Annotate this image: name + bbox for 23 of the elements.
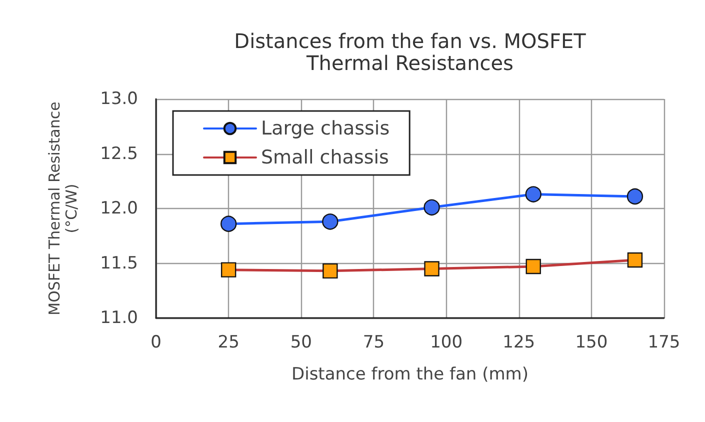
- point: [626, 188, 644, 205]
- x-tick-label: 50: [290, 332, 312, 352]
- y-tick-label: 12.5: [100, 144, 138, 164]
- x-tick-label: 100: [430, 332, 463, 352]
- x-tick-label: 175: [648, 332, 680, 352]
- point: [424, 199, 440, 216]
- y-tick-label: 11.0: [100, 308, 138, 328]
- point: [525, 186, 542, 202]
- chart-title: Distances from the fan vs. MOSFET Thermal Resistances: [234, 29, 587, 75]
- legend-label: Large chassis: [261, 118, 390, 140]
- point: [322, 214, 338, 230]
- x-tick-label: 150: [575, 332, 608, 352]
- x-tick-label: 25: [218, 332, 240, 352]
- y-tick-label: 12.0: [100, 198, 138, 218]
- x-axis-title: Distance from the fan (mm): [292, 364, 528, 384]
- x-tick-label: 125: [502, 332, 536, 352]
- y-axis-title: MOSFET Thermal Resistance (°C/W): [46, 102, 80, 316]
- y-tick-label: 11.5: [100, 253, 138, 274]
- x-tick-label: 75: [362, 332, 385, 352]
- x-tick-label: 0: [150, 332, 162, 352]
- point: [220, 216, 237, 232]
- y-tick-label: 13.0: [100, 89, 138, 109]
- legend-label: Small chassis: [261, 146, 389, 168]
